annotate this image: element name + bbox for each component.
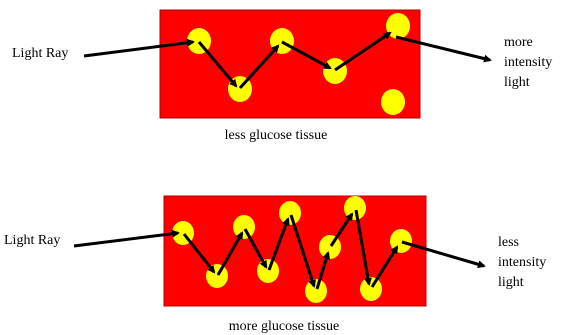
ray-segment xyxy=(289,214,316,288)
light-ray-label: Light Ray xyxy=(4,233,60,248)
ray-segment xyxy=(395,35,492,63)
ray-segment xyxy=(370,245,399,288)
glucose-particle xyxy=(323,58,347,84)
ray-segment xyxy=(315,251,331,290)
glucose-particle xyxy=(319,235,341,259)
ray-segment xyxy=(73,229,180,248)
ray-segment xyxy=(329,212,354,247)
output-label-line: intensity xyxy=(504,55,552,70)
glucose-particle xyxy=(360,277,382,301)
output-label-line: light xyxy=(504,75,530,90)
ray-segment xyxy=(182,233,216,274)
ray-segment xyxy=(238,44,280,90)
glucose-particle xyxy=(233,215,255,239)
light-ray-path xyxy=(73,209,486,290)
light-ray-label: Light Ray xyxy=(12,46,68,61)
tissue-block-less-glucose xyxy=(159,9,421,119)
glucose-particle xyxy=(344,196,366,220)
ray-segment xyxy=(281,40,332,70)
glucose-particle xyxy=(381,89,405,115)
glucose-particle xyxy=(305,279,327,303)
output-label-line: more xyxy=(504,35,533,50)
ray-segment xyxy=(334,31,392,72)
output-label-line: intensity xyxy=(498,255,546,270)
top-panel: Light Ray more intensity light less gluc… xyxy=(12,9,552,143)
ray-segment xyxy=(83,38,195,58)
tissue-caption: more glucose tissue xyxy=(229,319,339,334)
ray-segment xyxy=(267,217,290,271)
glucose-particle xyxy=(279,201,301,225)
output-label-line: less xyxy=(498,235,519,250)
ray-segment xyxy=(216,231,244,276)
glucose-particle xyxy=(386,13,410,39)
light-ray-path xyxy=(83,31,492,90)
ray-segment xyxy=(401,240,486,269)
bottom-panel: Light Ray less intensity light more gluc… xyxy=(4,195,546,334)
ray-segment xyxy=(354,209,372,286)
glucose-particle xyxy=(390,229,412,253)
ray-segment xyxy=(197,41,238,88)
tissue-caption: less glucose tissue xyxy=(225,128,328,143)
glucose-particle xyxy=(257,259,279,283)
ray-segment xyxy=(243,228,268,269)
output-label-line: light xyxy=(498,275,524,290)
